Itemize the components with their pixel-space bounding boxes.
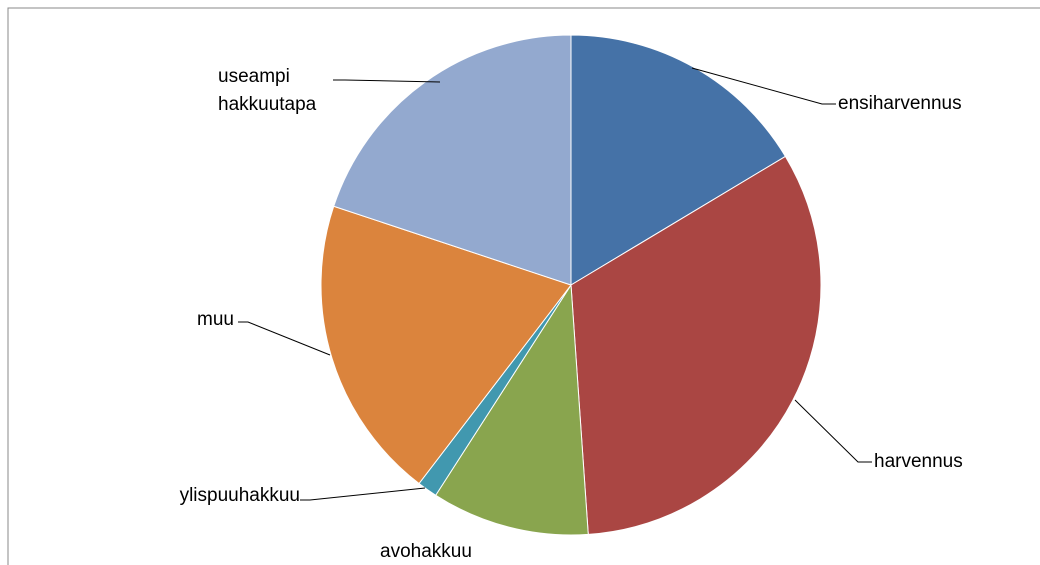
pie-slice bbox=[333, 34, 572, 286]
leader-line bbox=[691, 67, 836, 105]
slice-label: muu bbox=[197, 309, 234, 330]
slice-label: harvennus bbox=[874, 451, 963, 472]
leader-line bbox=[333, 79, 441, 83]
leader-line bbox=[300, 487, 426, 501]
pie-slice bbox=[570, 34, 787, 286]
pie-slice bbox=[570, 155, 822, 535]
pie-slice bbox=[320, 205, 572, 485]
slice-label: avohakkuu bbox=[380, 541, 472, 562]
slice-label: ensiharvennus bbox=[838, 93, 962, 114]
leader-line bbox=[794, 399, 872, 463]
slice-label: useampi hakkuutapa bbox=[218, 66, 317, 115]
leader-line bbox=[238, 321, 331, 356]
slice-label: ylispuuhakkuu bbox=[179, 485, 300, 506]
pie-slice bbox=[435, 283, 589, 536]
